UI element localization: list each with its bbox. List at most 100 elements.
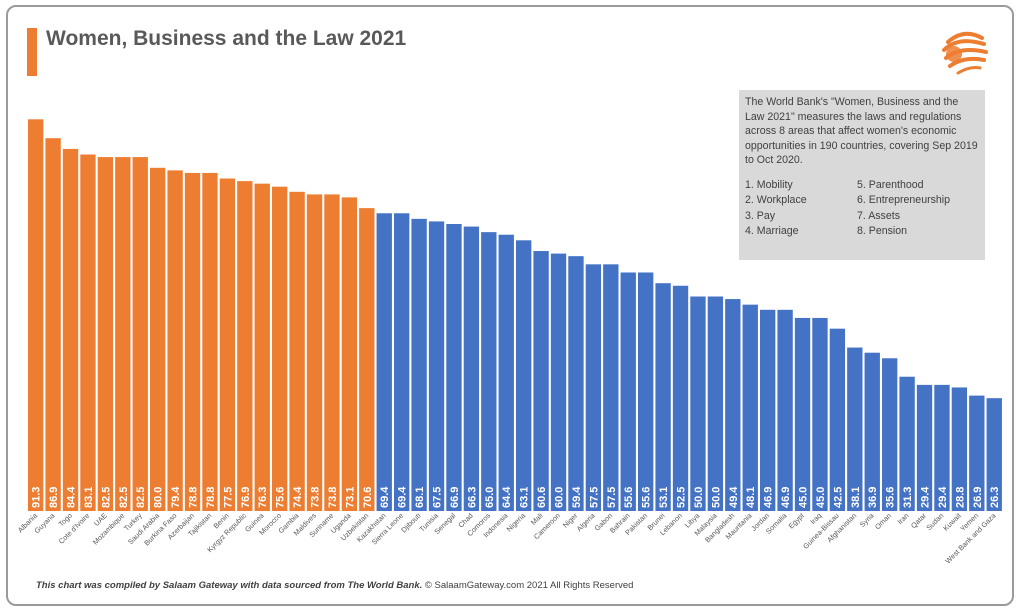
category-label: Oman [873, 511, 893, 531]
bar-malaysia [707, 296, 724, 511]
value-label: 59.4 [571, 486, 583, 508]
category-label: Algeria [575, 511, 597, 533]
bar-gambia [289, 191, 305, 511]
bar-uzbekistan [359, 208, 375, 511]
value-label: 45.0 [798, 487, 810, 508]
footer: This chart was compiled by Salaam Gatewa… [36, 580, 633, 591]
bar-kyrgyz-republic [237, 181, 253, 511]
area-item: 3. Pay [745, 209, 776, 222]
bar-tajikistan [202, 172, 218, 511]
bar-sierra-leone [394, 213, 410, 511]
value-label: 66.9 [449, 487, 461, 508]
area-item: 2. Workplace [745, 194, 807, 206]
bar-mali [533, 251, 549, 511]
bar-bahrain [620, 272, 636, 511]
value-label: 55.6 [623, 487, 635, 508]
value-label: 55.6 [641, 487, 653, 508]
value-label: 36.9 [867, 487, 879, 508]
bar-niger [568, 256, 584, 511]
bar-nigeria [516, 240, 532, 512]
bar-lebanon [672, 285, 689, 511]
value-label: 38.1 [850, 487, 862, 508]
value-label: 45.0 [815, 487, 827, 508]
bar-albania [28, 119, 44, 511]
bar-algeria [585, 264, 602, 511]
category-label: Nigeria [505, 511, 527, 533]
value-label: 60.0 [554, 487, 566, 508]
value-label: 68.1 [414, 487, 426, 508]
value-label: 86.9 [48, 487, 60, 508]
value-label: 49.4 [728, 486, 740, 508]
area-item: 7. Assets [857, 209, 900, 222]
footer-source: This chart was compiled by Salaam Gatewa… [36, 580, 423, 591]
bar-iran [899, 376, 915, 511]
areas-list: 1. Mobility 5. Parenthood 2. Workplace 6… [745, 178, 979, 239]
value-label: 29.4 [937, 486, 949, 508]
value-label: 46.9 [780, 487, 792, 508]
bar-qatar [916, 384, 933, 511]
bar-cote-d-ivoire [80, 154, 96, 511]
value-label: 80.0 [153, 487, 165, 508]
value-label: 73.8 [310, 487, 322, 508]
bar-senegal [446, 224, 462, 511]
value-label: 78.8 [188, 487, 200, 508]
footer-copyright: © SalaamGateway.com 2021 All Rights Rese… [424, 580, 634, 591]
value-label: 78.8 [205, 487, 217, 508]
value-label: 83.1 [83, 487, 95, 508]
bar-turkey [132, 157, 148, 511]
area-item: 6. Entrepreneurship [857, 194, 951, 206]
value-label: 76.3 [257, 487, 269, 508]
bar-benin [219, 178, 236, 511]
value-label: 91.3 [31, 487, 43, 508]
bar-uae [97, 157, 114, 511]
value-label: 60.6 [536, 487, 548, 508]
value-label: 50.0 [693, 487, 705, 508]
value-label: 52.5 [676, 487, 688, 508]
value-label: 69.4 [379, 486, 391, 508]
value-label: 74.4 [292, 486, 304, 508]
value-label: 70.6 [362, 487, 374, 508]
bar-mozambique [115, 157, 131, 511]
bar-pakistan [638, 272, 654, 511]
bar-afghanistan [847, 347, 863, 511]
chart-title: Women, Business and the Law 2021 [46, 27, 407, 50]
value-label: 82.5 [118, 487, 130, 508]
value-label: 84.4 [66, 486, 78, 508]
area-item: 8. Pension [857, 225, 908, 237]
info-description: The World Bank's "Women, Business and th… [745, 96, 978, 166]
bar-burkina-faso [167, 170, 183, 511]
value-label: 79.4 [170, 486, 182, 508]
bar-iraq [812, 317, 828, 511]
bar-maldives [306, 194, 323, 511]
value-label: 73.1 [344, 487, 356, 508]
value-label: 48.1 [745, 487, 757, 508]
bar-cameroon [550, 253, 567, 511]
bar-uganda [341, 197, 358, 511]
value-label: 63.1 [519, 487, 531, 508]
area-item: 5. Parenthood [857, 178, 924, 191]
area-item: 1. Mobility [745, 178, 793, 191]
bar-west-bank-and-gaza [986, 398, 1002, 511]
bar-tunisia [428, 221, 445, 512]
bar-comoros [481, 232, 497, 511]
bar-kazakhstan [376, 213, 392, 511]
category-label: Egypt [787, 511, 806, 530]
bar-indonesia [498, 234, 514, 511]
bar-sudan [934, 384, 950, 511]
bar-syria [864, 352, 880, 511]
bar-morocco [272, 186, 288, 511]
bar-togo [62, 148, 79, 512]
bar-mauritania [742, 304, 758, 511]
bar-egypt [794, 317, 811, 511]
bar-jordan [760, 309, 776, 511]
bar-guinea [254, 183, 270, 512]
bar-chad [463, 226, 480, 511]
bar-oman [882, 358, 898, 511]
bar-guinea-bissau [829, 328, 846, 511]
bar-somalia [777, 309, 793, 511]
value-label: 65.0 [484, 487, 496, 508]
bar-suriname [324, 194, 340, 511]
bar-yemen [969, 395, 985, 511]
value-label: 73.8 [327, 487, 339, 508]
value-label: 50.0 [710, 487, 722, 508]
